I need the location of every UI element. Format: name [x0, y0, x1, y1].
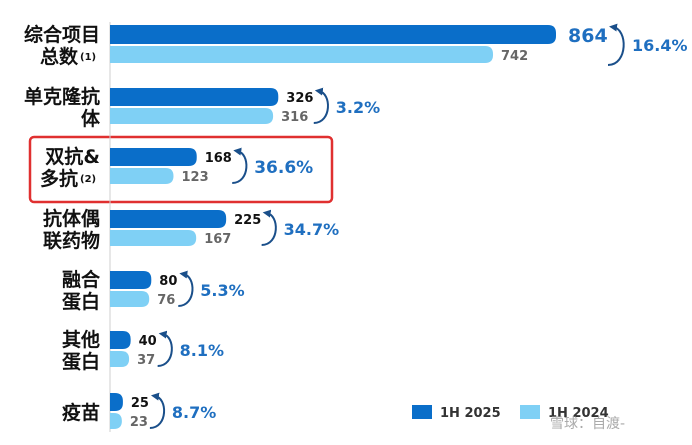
bar-1h-2025 — [110, 393, 123, 411]
bar-1h-2024 — [110, 413, 122, 429]
value-label-1h-2025: 25 — [131, 396, 149, 411]
legend: 1H 2025 1H 2024 — [412, 405, 609, 421]
bar-1h-2025 — [110, 88, 279, 106]
watermark: 雪球：自渡- — [550, 416, 625, 432]
category-label: 抗体偶 — [43, 207, 100, 230]
value-label-1h-2024: 37 — [137, 353, 155, 368]
growth-arrow — [232, 147, 248, 184]
legend-label-1h-2025: 1H 2025 — [440, 406, 501, 421]
bar-1h-2025 — [110, 148, 197, 166]
value-label-1h-2025: 225 — [234, 213, 261, 228]
value-label-1h-2025: 326 — [286, 91, 313, 106]
bar-1h-2025 — [110, 271, 152, 289]
growth-label: 36.6% — [254, 158, 313, 178]
growth-label: 34.7% — [284, 220, 340, 239]
value-label-1h-2024: 76 — [157, 293, 175, 308]
category-footnote-mark: (1) — [80, 52, 96, 63]
bar-1h-2025 — [110, 210, 227, 228]
highlight-box — [28, 135, 334, 204]
category-label: 总数 — [40, 45, 79, 68]
category-label: 其他 — [62, 328, 100, 351]
legend-swatch-1h-2024 — [520, 405, 540, 419]
growth-arrow — [149, 392, 166, 429]
growth-label: 8.7% — [172, 403, 216, 422]
bar-1h-2024 — [110, 168, 174, 184]
growth-arrow — [607, 23, 625, 66]
value-label-1h-2025: 40 — [139, 334, 157, 349]
value-label-1h-2024: 123 — [181, 170, 208, 185]
growth-label: 5.3% — [200, 281, 244, 300]
category-label: 蛋白 — [62, 350, 100, 373]
category-footnote-mark: (2) — [80, 174, 96, 185]
value-label-1h-2024: 316 — [281, 110, 308, 125]
category-label: 疫苗 — [62, 401, 100, 424]
growth-label: 3.2% — [336, 98, 380, 117]
growth-arrow — [178, 270, 194, 307]
growth-label: 16.4% — [632, 36, 688, 55]
category-label: 多抗 — [40, 167, 78, 190]
value-label-1h-2025: 80 — [159, 274, 177, 289]
legend-swatch-1h-2025 — [412, 405, 432, 419]
bar-1h-2024 — [110, 46, 494, 63]
bar-1h-2024 — [110, 230, 197, 246]
bar-1h-2025 — [110, 25, 556, 44]
value-label-1h-2024: 23 — [130, 415, 148, 430]
growth-arrow — [313, 87, 329, 124]
growth-arrow — [261, 209, 277, 246]
growth-label: 8.1% — [180, 341, 224, 360]
category-label: 蛋白 — [62, 290, 100, 313]
bar-1h-2024 — [110, 108, 274, 124]
value-label-1h-2024: 167 — [204, 232, 231, 247]
category-label: 综合项目 — [24, 23, 100, 46]
bar-1h-2024 — [110, 291, 150, 307]
category-label: 融合 — [62, 268, 101, 291]
category-label: 联药物 — [43, 229, 100, 252]
value-label-1h-2024: 742 — [501, 49, 528, 64]
legend-label-1h-2024: 1H 2024 — [548, 406, 609, 421]
value-label-1h-2025: 864 — [568, 25, 608, 47]
bar-1h-2025 — [110, 331, 131, 349]
category-label: 体 — [81, 107, 101, 130]
value-label-1h-2025: 168 — [205, 151, 232, 166]
growth-arrow — [157, 330, 173, 367]
category-label: 双抗& — [45, 145, 100, 168]
bar-1h-2024 — [110, 351, 130, 367]
category-label: 单克隆抗 — [24, 85, 100, 108]
